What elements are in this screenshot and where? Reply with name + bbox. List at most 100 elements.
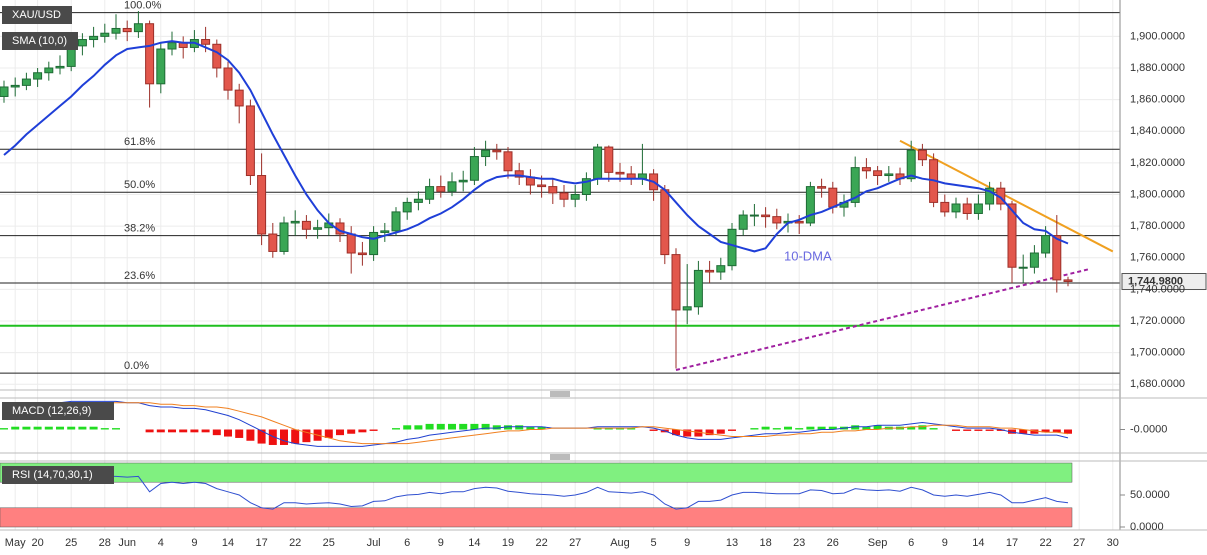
x-tick-label: 6 [404,537,410,549]
candle-body [55,65,65,69]
macd-bar [67,426,76,430]
macd-bar [257,429,266,444]
y-tick-label: 0.0000 [1130,521,1164,533]
macd-bar [1041,429,1050,433]
x-tick-label: 30 [1107,537,1119,549]
macd-bar [526,426,535,430]
candle-body [369,231,379,256]
last-price-label: 1,744.9800 [1128,275,1183,287]
macd-bar [268,429,277,445]
symbol-label: XAU/USD [12,9,61,21]
candle-body [391,211,401,232]
x-tick-label: Aug [610,537,630,549]
candle-body [425,186,435,200]
candle-body [0,86,9,97]
macd-bar [952,429,960,431]
candle-body [402,201,412,213]
macd-line [3,400,1069,447]
y-tick-label: 1,760.0000 [1130,252,1185,264]
x-tick-label: 23 [793,537,805,549]
x-tick-label: 17 [255,537,267,549]
candle-body [917,149,927,161]
candle-body [301,220,311,230]
macd-line [4,402,1069,445]
macd-bar [56,426,64,430]
candle-body [145,23,155,85]
macd-bar [806,426,815,430]
candle-body [122,27,132,33]
indicator-box [2,466,114,484]
fib-label: 61.8% [124,136,155,148]
x-tick-label: 14 [972,537,984,549]
candle-body [985,187,995,205]
candle-body [380,230,390,233]
y-tick-label: 1,780.0000 [1130,220,1185,232]
macd-bar [974,429,983,431]
y-tick-label: 1,820.0000 [1130,157,1185,169]
candle-body [279,222,289,252]
fib-label: 50.0% [124,179,155,191]
macd-bar [772,428,781,430]
y-tick-label: 1,840.0000 [1130,125,1185,137]
resize-handle[interactable] [550,391,570,460]
candle-body [705,269,715,273]
macd-bar [963,429,972,431]
candle-body [1007,203,1017,268]
candle-body [962,203,972,214]
macd-bar [537,426,546,430]
macd-bar [873,425,882,430]
y-tick-label: 1,740.0000 [1130,283,1185,295]
x-tick-label: 25 [323,537,335,549]
candle-body [77,39,87,47]
macd-bar [481,423,490,430]
macd-bar [414,425,423,430]
candle-body [940,201,950,213]
y-tick-label: 1,900.0000 [1130,30,1185,42]
candle-body [559,192,569,200]
macd-bar [504,425,512,430]
x-tick-label: 20 [31,537,43,549]
candle-body [1018,266,1028,269]
candle-body [167,42,177,50]
candle-body [481,149,491,158]
candle-body [469,156,479,181]
candle-body [738,214,748,230]
fib-label: 38.2% [124,223,155,235]
candle-body [234,89,244,107]
candle-body [413,198,423,203]
x-tick-label: 22 [1039,537,1051,549]
sma-label: SMA (10,0) [12,35,67,47]
rsi-band [0,507,1073,528]
candle-body [805,186,815,224]
x-tick-label: 4 [158,537,164,549]
macd-bar [168,429,176,433]
candle-body [492,149,502,153]
candle-body [951,203,961,213]
candle-body [570,194,580,200]
macd-bar [470,423,479,430]
macd-bar [1030,429,1039,434]
fib-label: 23.6% [124,270,155,282]
candle-body [537,184,547,188]
macd-bar [851,425,860,430]
macd-bar [336,429,344,436]
y-tick-label: 1,860.0000 [1130,94,1185,106]
x-tick-label: 27 [569,537,581,549]
macd-bar [593,428,602,430]
x-tick-label: 5 [651,537,657,549]
macd-bar [1064,429,1072,434]
x-tick-label: 9 [438,537,444,549]
candle-body [884,173,894,177]
candle-body [861,167,871,172]
macd-bar [683,429,692,437]
macd-bar [828,426,837,430]
candle-body [10,84,20,88]
macd-bar [649,429,658,431]
macd-bar [33,426,42,430]
macd-bar [604,428,613,430]
macd-bar [302,429,311,443]
macd-bar [694,429,703,437]
macd-bar [358,429,367,433]
candle-body [548,186,558,194]
